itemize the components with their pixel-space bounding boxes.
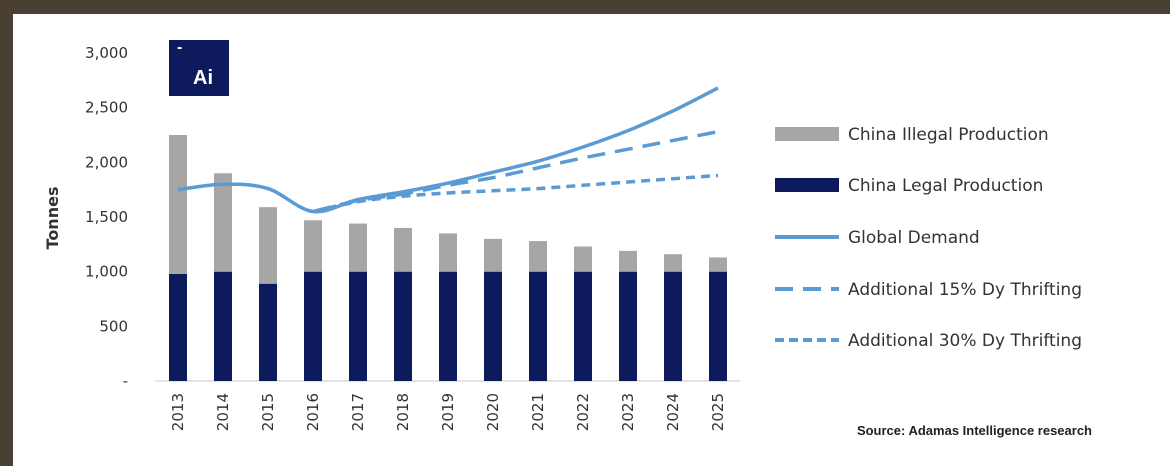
- legend-swatch: [775, 178, 839, 192]
- x-tick-label: 2021: [529, 393, 547, 431]
- series-line: [312, 130, 719, 214]
- legend-label: Additional 15% Dy Thrifting: [848, 280, 1082, 300]
- bar-legal: [664, 271, 682, 381]
- logo: - Ai: [169, 39, 229, 96]
- x-tick-label: 2025: [709, 393, 727, 431]
- y-tick-label: 2,000: [85, 153, 128, 171]
- x-tick-label: 2017: [349, 393, 367, 431]
- legend-label: Global Demand: [848, 228, 980, 248]
- bar-illegal: [304, 220, 322, 272]
- logo-text: Ai: [193, 67, 213, 89]
- bar-illegal: [394, 227, 412, 272]
- legend-item: China Illegal Production: [775, 125, 1049, 145]
- bar-legal: [304, 271, 322, 381]
- bar-legal: [169, 273, 187, 381]
- bar-legal: [439, 271, 457, 381]
- bar-legal: [619, 271, 637, 381]
- logo-mark: -: [177, 39, 182, 56]
- source-note: Source: Adamas Intelligence research: [857, 423, 1092, 438]
- y-tick-label: 1,500: [85, 208, 128, 226]
- bar-legal: [484, 271, 502, 381]
- x-tick-label: 2024: [664, 393, 682, 431]
- x-tick-label: 2015: [259, 393, 277, 431]
- y-tick-label: -: [123, 372, 128, 390]
- bar-illegal: [574, 246, 592, 272]
- x-tick-label: 2019: [439, 393, 457, 431]
- bar-illegal: [709, 257, 727, 272]
- bar-illegal: [664, 254, 682, 272]
- bar-illegal: [259, 207, 277, 284]
- legend-swatch: [775, 127, 839, 141]
- bar-illegal: [439, 233, 457, 272]
- bar-illegal: [169, 135, 187, 274]
- bar-legal: [529, 271, 547, 381]
- bar-legal: [349, 271, 367, 381]
- x-tick-label: 2014: [214, 393, 232, 431]
- tick-layer: - 500 1,000 1,500 2,000 2,500 3,000 2013 2014 201…: [85, 44, 727, 431]
- series-line: [177, 86, 719, 214]
- legend-item: Additional 30% Dy Thrifting: [775, 331, 1082, 351]
- legend-label: China Legal Production: [848, 176, 1043, 196]
- line-layer: [177, 86, 719, 214]
- bar-illegal: [619, 250, 637, 272]
- bar-legal: [709, 271, 727, 381]
- logo-box: [169, 40, 229, 96]
- bar-legal: [574, 271, 592, 381]
- bar-legal: [259, 283, 277, 381]
- legend-item: China Legal Production: [775, 176, 1043, 196]
- bar-illegal: [484, 238, 502, 272]
- legend-label: Additional 30% Dy Thrifting: [848, 331, 1082, 351]
- bar-illegal: [349, 223, 367, 272]
- x-tick-label: 2022: [574, 393, 592, 431]
- y-tick-label: 1,000: [85, 263, 128, 281]
- legend-item: Additional 15% Dy Thrifting: [775, 280, 1082, 300]
- legend-label: China Illegal Production: [848, 125, 1049, 145]
- x-tick-label: 2020: [484, 393, 502, 431]
- series-line: [312, 173, 719, 214]
- bar-layer: [169, 135, 727, 381]
- x-tick-label: 2016: [304, 393, 322, 431]
- y-tick-label: 500: [99, 317, 128, 335]
- legend-item: Global Demand: [775, 228, 980, 248]
- x-tick-label: 2013: [169, 393, 187, 431]
- y-tick-label: 3,000: [85, 44, 128, 62]
- bar-legal: [214, 271, 232, 381]
- bar-legal: [394, 271, 412, 381]
- y-tick-label: 2,500: [85, 99, 128, 117]
- bar-illegal: [214, 173, 232, 272]
- y-axis-title: Tonnes: [43, 187, 62, 250]
- x-tick-label: 2023: [619, 393, 637, 431]
- x-tick-label: 2018: [394, 393, 412, 431]
- legend: China Illegal Production China Legal Prod…: [775, 125, 1082, 351]
- bar-illegal: [529, 241, 547, 272]
